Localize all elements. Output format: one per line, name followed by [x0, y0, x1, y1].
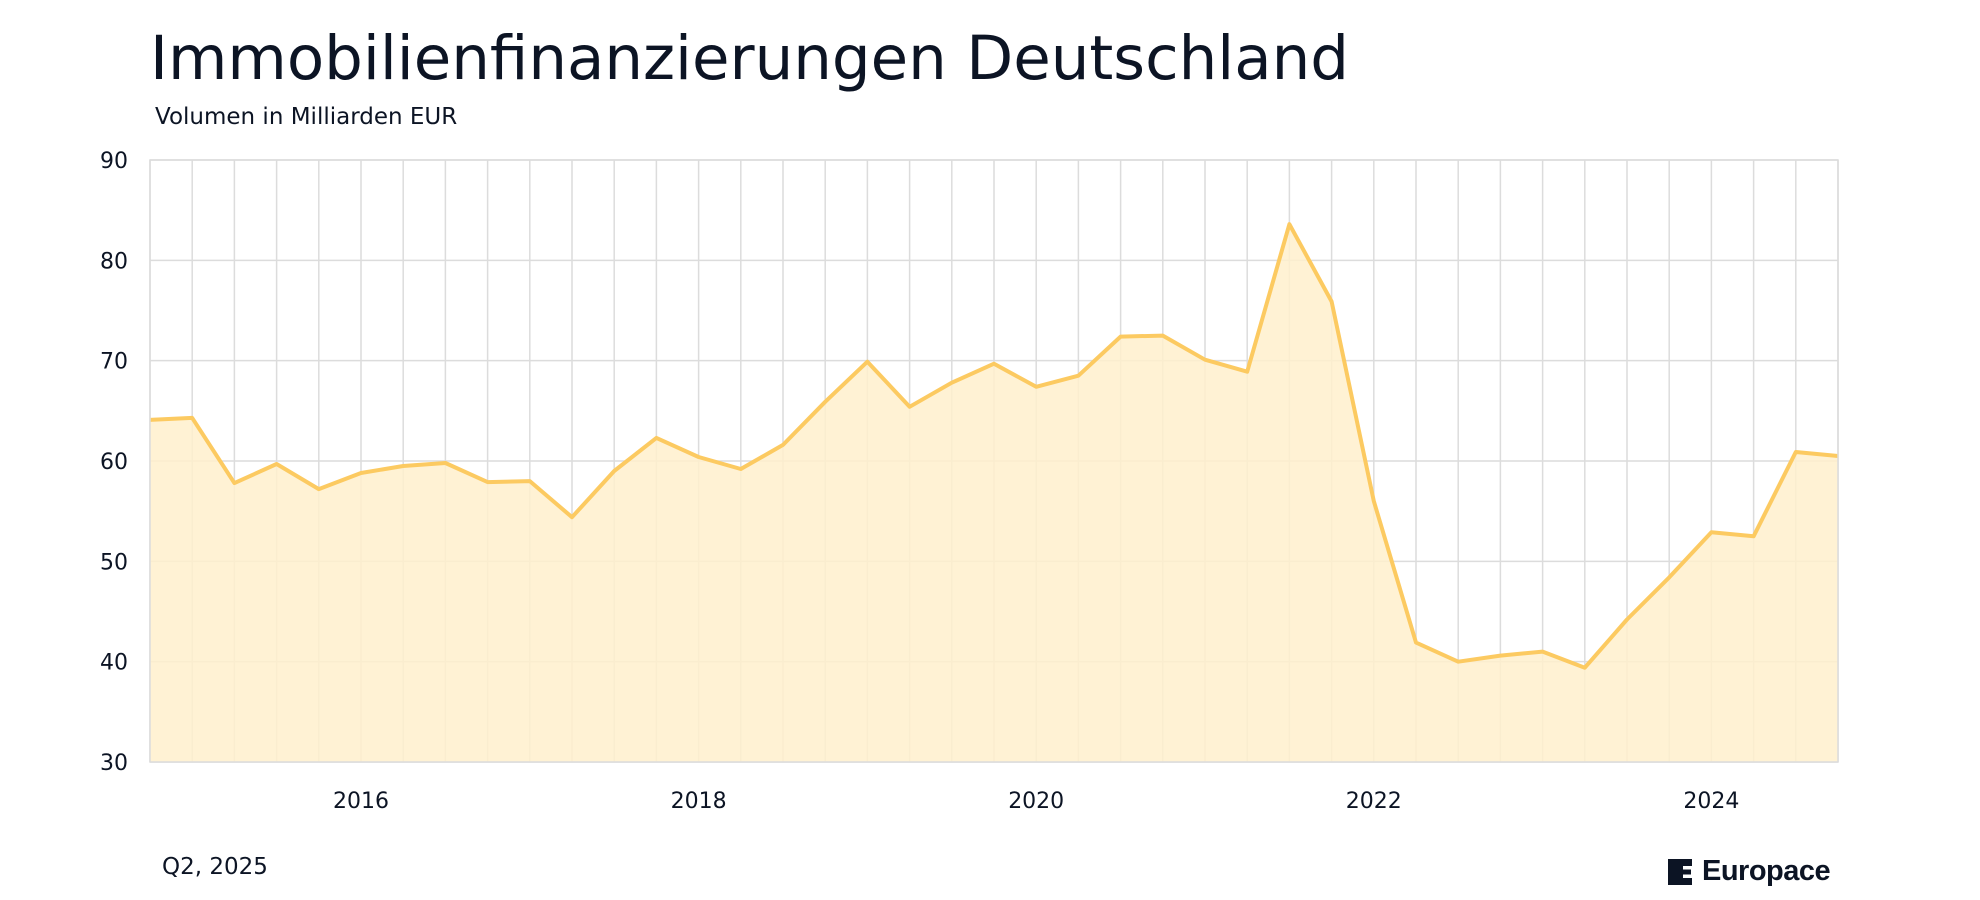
data-point — [1119, 335, 1123, 339]
data-point — [232, 481, 236, 485]
data-point — [1583, 666, 1587, 670]
data-point — [528, 479, 532, 483]
data-point — [1161, 334, 1165, 338]
data-point — [1667, 575, 1671, 579]
data-point — [443, 461, 447, 465]
data-point — [908, 405, 912, 409]
data-point — [1203, 358, 1207, 362]
series-area-fill — [150, 224, 1838, 762]
y-axis-tick-labels: 30 40 50 60 70 80 90 — [100, 149, 128, 776]
data-point — [1330, 299, 1334, 303]
y-tick-label: 40 — [100, 651, 128, 676]
data-point — [781, 443, 785, 447]
data-point — [654, 436, 658, 440]
europace-logo-icon — [1668, 858, 1692, 885]
data-point — [570, 515, 574, 519]
data-point — [697, 455, 701, 459]
brand-name: Europace — [1702, 855, 1831, 887]
x-axis-tick-labels: 2016 2018 2020 2022 2024 — [333, 789, 1739, 814]
series-line — [149, 222, 1839, 670]
x-tick-label: 2016 — [333, 789, 389, 814]
data-point — [486, 480, 490, 484]
data-point — [1076, 374, 1080, 378]
data-point — [1372, 499, 1376, 503]
data-point — [950, 381, 954, 385]
data-point — [1456, 660, 1460, 664]
chart-subtitle: Volumen in Milliarden EUR — [155, 104, 458, 130]
y-tick-label: 90 — [100, 149, 128, 174]
footnote-period: Q2, 2025 — [162, 854, 268, 880]
brand-logo: Europace — [1668, 855, 1831, 887]
data-point — [1709, 530, 1713, 534]
data-point — [1541, 650, 1545, 654]
data-point — [317, 487, 321, 491]
x-tick-label: 2024 — [1683, 789, 1739, 814]
data-point — [1287, 222, 1291, 226]
x-tick-label: 2022 — [1346, 789, 1402, 814]
data-point — [1498, 654, 1502, 658]
data-point — [359, 471, 363, 475]
data-point — [1794, 450, 1798, 454]
chart-title: Immobilienfinanzierungen Deutschland — [150, 23, 1350, 94]
data-point — [1034, 385, 1038, 389]
data-point — [1752, 534, 1756, 538]
data-point — [148, 418, 152, 422]
y-tick-label: 30 — [100, 751, 128, 776]
data-point — [1836, 454, 1840, 458]
y-tick-label: 70 — [100, 350, 128, 375]
data-point — [1245, 370, 1249, 374]
y-tick-label: 60 — [100, 450, 128, 475]
data-point — [612, 469, 616, 473]
y-tick-label: 50 — [100, 550, 128, 575]
data-point — [865, 360, 869, 364]
data-point — [1625, 618, 1629, 622]
data-point — [1414, 641, 1418, 645]
data-point — [823, 400, 827, 404]
data-point — [739, 467, 743, 471]
x-tick-label: 2018 — [671, 789, 727, 814]
plot-frame — [149, 159, 1839, 763]
x-tick-label: 2020 — [1008, 789, 1064, 814]
data-point — [190, 416, 194, 420]
data-point — [275, 462, 279, 466]
data-point — [992, 362, 996, 366]
data-point — [401, 464, 405, 468]
y-tick-label: 80 — [100, 249, 128, 274]
